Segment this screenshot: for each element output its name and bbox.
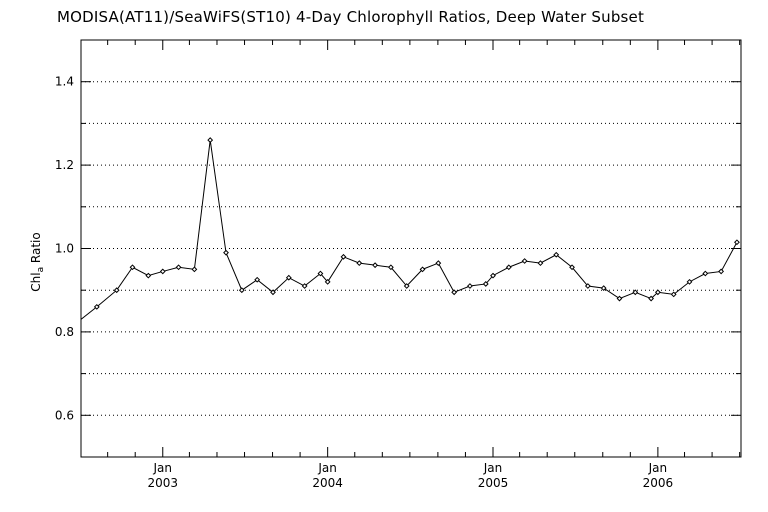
x-tick-month-label: Jan [648,461,668,475]
data-point-marker [467,283,473,289]
data-point-marker [254,276,261,283]
grid-lines [81,81,741,416]
data-point-marker [270,289,276,296]
data-point-marker [238,287,245,294]
y-tick-label: 1.4 [55,75,74,89]
y-tick-label: 0.8 [55,325,74,339]
x-tick-year-label: 2006 [643,476,674,490]
data-point-marker [451,289,458,296]
data-point-marker [223,249,229,256]
data-point-marker [113,287,120,294]
data-point-marker [324,278,331,285]
data-point-marker [632,289,639,296]
axes [80,39,742,458]
data-point-marker [686,278,693,285]
data-point-marker [435,260,442,267]
y-tick-label: 1.0 [55,242,74,256]
data-point-marker [419,266,426,273]
data-point-marker [175,264,182,271]
y-axis-label-main: Chl [29,272,43,291]
y-axis-label-subscript: a [36,267,46,273]
x-tick-year-label: 2004 [312,476,343,490]
data-point-marker [356,260,363,267]
data-point-marker [505,264,512,271]
data-point-marker [191,266,198,273]
data-point-marker [537,260,544,267]
data-point-marker [145,272,152,279]
data-point-marker [387,264,394,271]
data-point-marker [734,239,740,246]
data-point-marker [372,262,378,269]
data-point-marker [600,285,607,292]
series-chl-ratio [80,137,740,320]
data-point-marker [340,253,347,260]
x-tick-month-label: Jan [317,461,337,475]
chart-title: MODISA(AT11)/SeaWiFS(ST10) 4-Day Chlorop… [57,8,644,26]
data-point-marker [616,295,623,302]
data-point-marker [301,283,308,289]
data-point-marker [702,270,709,277]
data-point-marker [403,283,410,289]
data-point-marker [93,303,100,310]
x-tick-year-label: 2003 [147,476,178,490]
data-point-marker [553,251,560,258]
data-point-marker [207,137,214,143]
data-point-marker [521,258,528,264]
data-point-marker [317,270,324,277]
y-tick-label: 0.6 [55,408,74,422]
data-point-marker [482,281,489,287]
data-point-marker [670,291,677,298]
data-point-marker [129,264,136,271]
data-point-marker [718,268,725,275]
data-point-marker [654,289,661,296]
data-point-marker [584,283,591,289]
data-point-marker [490,272,496,279]
x-tick-month-label: Jan [153,461,173,475]
series-line [80,140,738,320]
y-tick-labels: 0.6 0.8 1.0 1.2 1.4 [55,75,74,423]
y-tick-label: 1.2 [55,158,74,172]
data-point-marker [569,264,575,271]
data-point-marker [648,295,655,302]
x-tick-year-label: 2005 [478,476,509,490]
data-point-marker [159,268,166,275]
plot-frame [80,39,742,458]
x-tick-month-label: Jan [483,461,503,475]
y-axis-label-rest: Ratio [29,232,43,267]
data-point-marker [285,274,292,281]
y-axis-label: Chla Ratio [29,232,46,291]
